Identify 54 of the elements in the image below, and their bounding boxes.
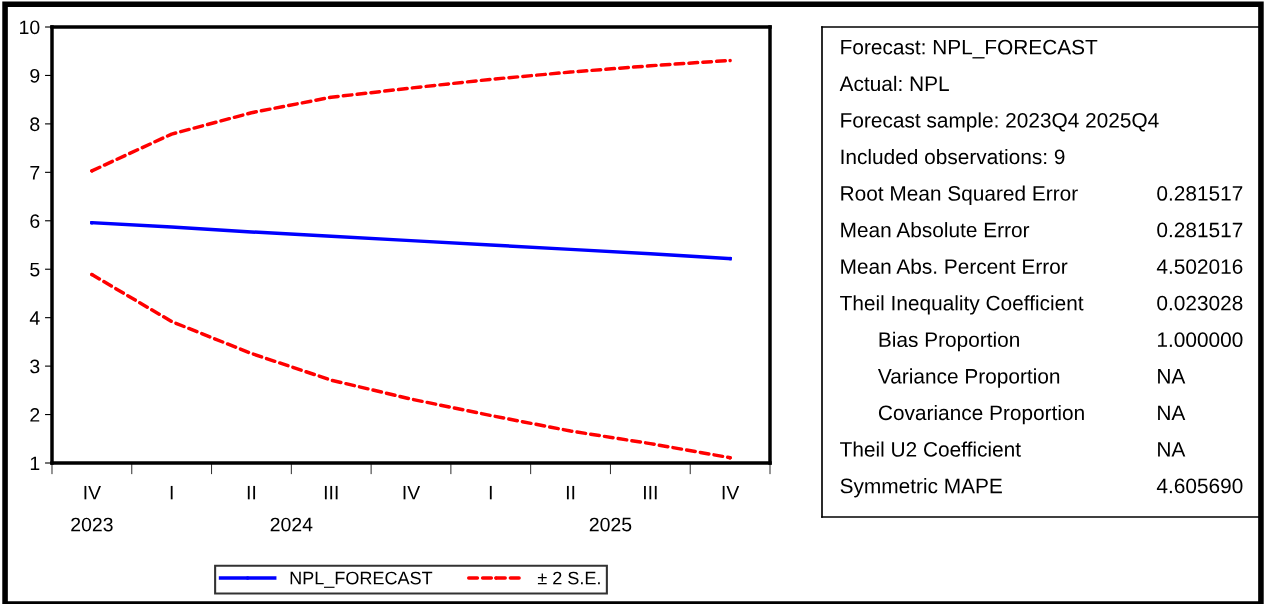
x-tick-label: II [247, 485, 256, 500]
legend-label: NPL_FORECAST [290, 571, 433, 588]
text: NA [1158, 442, 1186, 457]
category-label: Symmetric MAPE [840, 478, 1002, 498]
text: 4.605690 [1156, 478, 1243, 494]
point [90, 220, 94, 225]
y-tick-label: 2 [30, 408, 40, 422]
line-series [90, 220, 732, 261]
point [728, 58, 732, 63]
x-tick-label: III [324, 485, 338, 500]
category-label: Included observations: 9 [841, 148, 1065, 165]
y-tick-label: 3 [30, 359, 40, 374]
text: 0.281517 [1157, 222, 1243, 238]
y-tick-label: 5 [30, 262, 40, 277]
category-label: Covariance Proportion [878, 404, 1084, 425]
category-label: Forecast: NPL_FORECAST [841, 39, 1098, 59]
text: 2025 [589, 517, 632, 532]
category-label: Forecast sample: 2023Q4 2025Q4 [841, 112, 1159, 132]
x-tick-label: IV [722, 485, 740, 500]
text: NA [1158, 405, 1186, 420]
category-label: Root Mean Squared Error [841, 185, 1078, 205]
point [90, 272, 94, 277]
text: 4.502016 [1156, 259, 1243, 274]
y-tick-label: 8 [30, 117, 40, 132]
legend-label: ± 2 S.E. [537, 571, 600, 585]
point [728, 455, 732, 460]
text: 2024 [270, 517, 313, 532]
category-label: Theil Inequality Coefficient [840, 295, 1084, 315]
point [728, 256, 732, 261]
x-tick-label: III [644, 485, 657, 500]
category-label: Mean Abs. Percent Error [841, 258, 1068, 274]
y-tick-label: 9 [30, 68, 40, 83]
category-label: Mean Absolute Error [841, 222, 1030, 238]
y-tick-label: 4 [29, 311, 40, 325]
text: 0.023028 [1157, 295, 1243, 311]
y-tick-label: 1 [30, 456, 40, 471]
category-label: Bias Proportion [879, 331, 1019, 352]
x-tick-label: I [170, 485, 173, 500]
x-tick-label: I [489, 485, 492, 500]
category-label: Theil U2 Coefficient [840, 441, 1021, 457]
y-tick-label: 6 [30, 214, 40, 229]
line-series [90, 272, 732, 460]
text: NA [1158, 369, 1186, 384]
x-tick-label: IV [84, 485, 101, 500]
x-tick-label: IV [403, 485, 421, 500]
point [90, 169, 94, 173]
category-label: Actual: NPL [839, 75, 949, 92]
y-tick-label: 7 [30, 166, 40, 180]
text: 0.281517 [1157, 186, 1243, 201]
text: 1.000000 [1157, 332, 1243, 348]
text: 2023 [71, 517, 113, 532]
category-label: Variance Proportion [877, 368, 1060, 388]
x-tick-label: II [566, 485, 575, 500]
y-tick-label: 10 [20, 20, 40, 35]
